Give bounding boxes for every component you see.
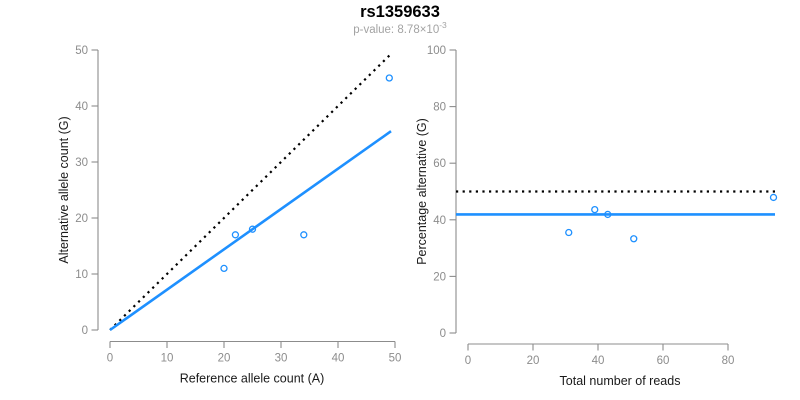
y-tick-label: 20 (75, 213, 88, 225)
y-tick-label: 50 (75, 45, 88, 57)
y-tick-label: 20 (433, 271, 446, 283)
data-point (565, 228, 573, 237)
data-point (231, 231, 240, 239)
y-tick-label: 30 (75, 157, 88, 169)
data-point (604, 210, 612, 219)
data-point (300, 231, 308, 239)
x-tick-label: 0 (465, 355, 471, 367)
x-tick-label: 20 (218, 353, 231, 365)
y-axis-title: Percentage alternative (G) (415, 118, 429, 265)
fitted-proportion-line (109, 130, 392, 332)
x-tick-label: 0 (107, 353, 113, 365)
y-tick-label: 40 (75, 101, 88, 113)
x-tick-label: 40 (332, 353, 345, 365)
y-tick-label: 40 (433, 215, 446, 227)
y-axis-title: Alternative allele count (G) (57, 116, 71, 263)
x-axis-title: Total number of reads (560, 374, 681, 388)
data-point (630, 235, 638, 243)
x-tick-label: 10 (161, 353, 174, 365)
y-tick-label: 0 (440, 328, 446, 340)
identity-expected-line (109, 53, 392, 331)
data-point (591, 205, 599, 214)
x-tick-label: 60 (657, 355, 670, 367)
x-tick-label: 30 (275, 353, 288, 365)
y-tick-label: 100 (427, 45, 446, 57)
y-tick-label: 80 (433, 102, 446, 114)
y-tick-label: 0 (82, 325, 88, 337)
right-scatter-panel: 0 20 40 60 80 100 0 20 40 60 80 Total number of rea… (415, 45, 778, 388)
y-tick-label: 60 (433, 158, 446, 170)
data-point (220, 264, 228, 273)
data-point (248, 225, 257, 233)
x-tick-label: 20 (527, 355, 540, 367)
x-tick-label: 40 (592, 355, 605, 367)
data-point (769, 193, 778, 202)
data-point (385, 74, 393, 82)
x-tick-label: 80 (722, 355, 735, 367)
x-tick-label: 50 (389, 353, 402, 365)
left-scatter-panel: 0 10 20 30 40 50 0 10 20 30 40 50 Reference allele c… (57, 45, 401, 386)
x-axis-title: Reference allele count (A) (180, 372, 325, 386)
y-tick-label: 10 (75, 269, 88, 281)
